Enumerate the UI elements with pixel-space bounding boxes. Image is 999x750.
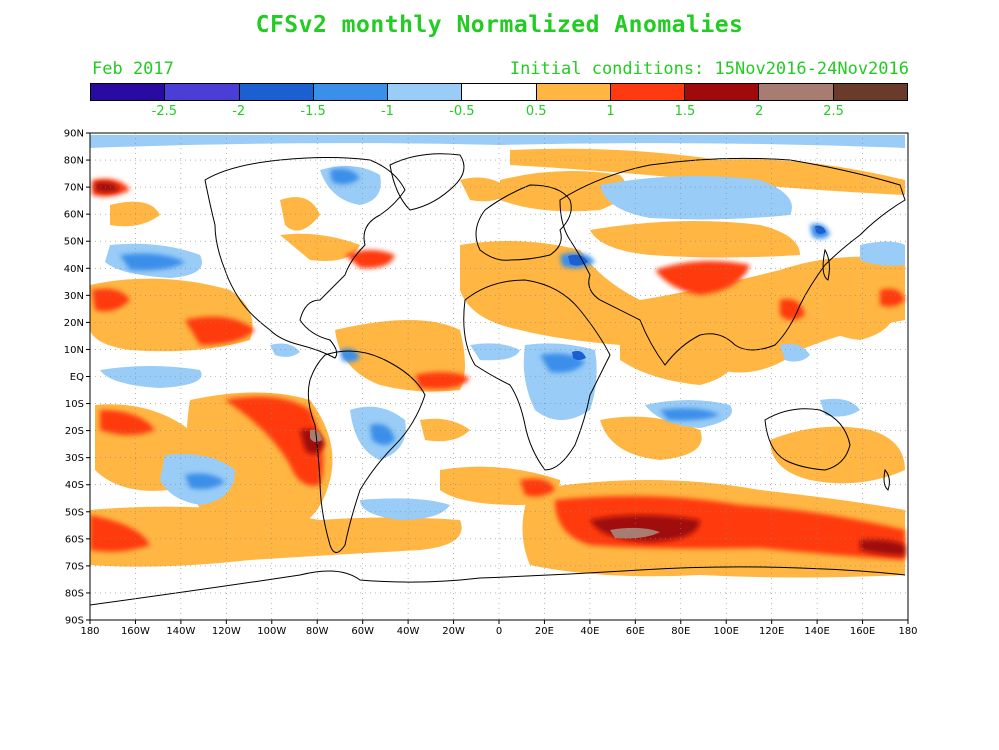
colorbar-segment [388, 84, 463, 100]
longitude-label: 140W [166, 626, 195, 637]
colorbar-segment [165, 84, 240, 100]
longitude-label: 0 [496, 626, 502, 637]
colorbar-segment [833, 84, 907, 100]
latitude-label: 90N [64, 129, 84, 140]
latitude-label: EQ [70, 372, 84, 383]
longitude-label: 80W [306, 626, 329, 637]
longitude-label: 20E [535, 626, 554, 637]
colorbar-tick-label: 1 [606, 104, 615, 119]
north-america-outline [204, 157, 406, 359]
africa-outline [463, 279, 611, 471]
colorbar-segment [536, 84, 611, 100]
japan-outline [822, 248, 830, 281]
longitude-label: 60W [351, 626, 374, 637]
initial-conditions: Initial conditions: 15Nov2016-24Nov2016 [509, 59, 909, 79]
latitude-label: 50N [64, 237, 84, 248]
australia-outline [764, 408, 851, 471]
colorbar-tick-label: 2.5 [823, 104, 844, 119]
colorbar-tick-label: 0.5 [525, 104, 547, 119]
positive-anomaly-moderate [90, 178, 905, 560]
greenland-outline [389, 153, 465, 211]
latitude-label: 80S [65, 588, 84, 599]
latitude-label: 30S [65, 453, 84, 464]
latitude-label: 20N [64, 318, 84, 329]
colorbar [90, 83, 908, 101]
colorbar-tick-label: -0.5 [449, 104, 475, 119]
longitude-label: 40E [580, 626, 599, 637]
longitude-label: 120E [759, 626, 784, 637]
latitude-label: 40S [65, 480, 84, 491]
longitude-label: 180 [898, 626, 917, 637]
colorbar-tick-label: -2.5 [151, 104, 178, 119]
colorbar-tick-label: 2 [755, 104, 764, 119]
latitude-label: 70N [64, 183, 84, 194]
longitude-label: 60E [626, 626, 645, 637]
colorbar-segment [91, 84, 166, 100]
longitude-label: 100W [257, 626, 286, 637]
longitude-label: 80E [671, 626, 690, 637]
negative-anomaly-strong [568, 225, 826, 360]
latitude-label: 10S [65, 399, 84, 410]
latitude-label: 20S [65, 426, 84, 437]
colorbar-segment [759, 84, 834, 100]
colorbar-segment [239, 84, 314, 100]
valid-month: Feb 2017 [92, 59, 174, 79]
colorbar-tick-label: -1 [380, 104, 394, 119]
colorbar-segment [462, 84, 537, 100]
latitude-label: 40N [64, 264, 84, 275]
latitude-label: 80N [64, 156, 84, 167]
colorbar-segment [313, 84, 389, 100]
longitude-labels: 180 160W 140W 120W 100W 80W 60W 40W 20W 0 20E 40E 60… [80, 626, 917, 637]
colorbar-tick-label: -2 [232, 104, 246, 119]
latitude-label: 70S [65, 561, 84, 572]
colorbar-tick-label: -1.5 [300, 104, 326, 119]
negative-anomaly-moderate [120, 168, 830, 490]
colorbar-segment [685, 84, 760, 100]
latitude-label: 10N [64, 345, 84, 356]
latitude-labels: 90N 80N 70N 60N 50N 40N 30N 20N 10N EQ 10S 20S 30S 40… [64, 129, 84, 627]
latitude-label: 30N [64, 291, 84, 302]
colorbar-segment [610, 84, 686, 100]
antarctica-outline [90, 566, 906, 606]
longitude-label: 180 [80, 626, 99, 637]
longitude-label: 140E [804, 626, 829, 637]
longitude-label: 100E [714, 626, 739, 637]
longitude-label: 120W [212, 626, 241, 637]
new-zealand-outline [883, 468, 890, 491]
graticule [90, 133, 908, 620]
longitude-label: 160W [121, 626, 150, 637]
map-title: CFSv2 monthly Normalized Anomalies [255, 12, 744, 38]
latitude-label: 90S [65, 616, 84, 627]
axis-ticks [86, 132, 909, 624]
latitude-label: 50S [65, 507, 84, 518]
latitude-label: 60N [64, 210, 84, 221]
longitude-label: 40W [397, 626, 420, 637]
longitude-label: 20W [442, 626, 465, 637]
colorbar-tick-label: 1.5 [674, 104, 696, 119]
europe-outline [475, 184, 572, 261]
longitude-label: 160E [850, 626, 875, 637]
south-america-outline [307, 350, 426, 553]
anomaly-shading [90, 135, 905, 578]
latitude-label: 60S [65, 534, 84, 545]
